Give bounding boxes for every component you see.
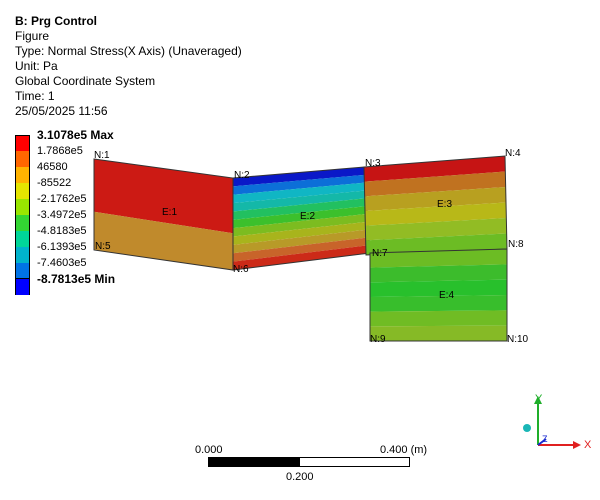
element-2-band	[233, 245, 370, 270]
legend-label: -7.4603e5	[37, 257, 87, 269]
legend-color-swatch	[15, 135, 30, 151]
element-3-band	[364, 156, 506, 182]
triad-y-label: Y	[535, 393, 543, 405]
legend-color-swatch	[15, 199, 30, 215]
info-line-figure: Figure	[15, 29, 50, 43]
z-axis-arrow	[537, 438, 547, 446]
info-line-date: 25/05/2025 11:56	[15, 104, 108, 118]
legend-label: -6.1393e5	[37, 241, 87, 253]
element-2-band	[233, 206, 368, 229]
element-4-band	[370, 310, 507, 327]
element-2-band	[233, 167, 365, 187]
axis-triad[interactable]: Y X Z	[505, 388, 595, 458]
element-3-band	[365, 202, 507, 226]
node-label: N:6	[233, 264, 249, 275]
element-4-band	[370, 249, 507, 268]
node-label: N:9	[370, 334, 386, 345]
element-4-band	[370, 295, 507, 312]
element-1-fill	[94, 211, 233, 270]
legend-label: 3.1078e5 Max	[37, 128, 114, 142]
scale-bar-black-segment	[208, 457, 301, 467]
element-2-band	[233, 229, 369, 254]
legend-color-swatch	[15, 231, 30, 247]
x-axis-arrowhead	[573, 441, 581, 449]
info-line-time: Time: 1	[15, 89, 55, 103]
element-2-band	[233, 182, 366, 204]
element-3-band	[364, 171, 506, 197]
legend-label: -3.4972e5	[37, 209, 87, 221]
legend-color-swatch	[15, 263, 30, 279]
node-label: N:10	[507, 334, 529, 345]
element-label: E:1	[162, 207, 177, 218]
element-4-band	[370, 264, 507, 283]
element-2-band	[233, 198, 367, 220]
scale-label-start: 0.000	[195, 444, 223, 456]
info-line-coordinate-system: Global Coordinate System	[15, 74, 156, 88]
element-label: E:2	[300, 211, 315, 222]
legend-label: 1.7868e5	[37, 145, 83, 157]
element-2-band	[233, 174, 366, 195]
node-label: N:2	[234, 170, 250, 181]
legend-color-swatch	[15, 247, 30, 263]
node-label: N:5	[95, 241, 111, 252]
node-label: N:3	[365, 158, 381, 169]
element-3-band	[365, 218, 507, 241]
info-line-unit: Unit: Pa	[15, 59, 58, 73]
scale-label-end: 0.400 (m)	[380, 444, 428, 456]
element-2-band	[233, 221, 369, 245]
node-label: N:1	[94, 150, 110, 161]
legend-color-swatch	[15, 215, 30, 231]
triad-x-label: X	[584, 439, 592, 451]
node-label: N:4	[505, 148, 521, 159]
legend-label: -8.7813e5 Min	[37, 272, 116, 286]
element-4-band	[370, 325, 507, 341]
scale-bar-white-segment	[299, 457, 410, 467]
legend-color-swatch	[15, 167, 30, 183]
element-2-band	[233, 190, 367, 212]
element-3-band	[364, 187, 506, 211]
legend-color-swatch	[15, 279, 30, 295]
y-axis-arrowhead	[534, 396, 542, 404]
scale-label-mid: 0.200	[286, 471, 314, 483]
legend-label: -2.1762e5	[37, 193, 87, 205]
view-orientation-ball	[523, 424, 531, 432]
legend-color-swatch	[15, 183, 30, 199]
triad-z-label: Z	[542, 434, 548, 444]
scale-bar: 0.000 0.400 (m) 0.200	[190, 440, 440, 490]
element-2-band	[233, 237, 370, 262]
element-label: E:3	[437, 199, 452, 210]
node-label: N:8	[508, 239, 524, 250]
info-line-type: Type: Normal Stress(X Axis) (Unaveraged)	[15, 44, 242, 58]
element-2-band	[233, 213, 368, 237]
result-title: B: Prg Control	[15, 14, 97, 28]
element-label: E:4	[439, 290, 454, 301]
element-4[interactable]	[369, 248, 508, 342]
legend-color-swatch	[15, 151, 30, 167]
result-info: B: Prg Control Figure Type: Normal Stres…	[15, 14, 242, 119]
legend-label: 46580	[37, 161, 68, 173]
element-4-band	[370, 279, 507, 297]
legend-label: -4.8183e5	[37, 225, 87, 237]
legend-label: -85522	[37, 177, 72, 189]
element-1-fill	[94, 159, 233, 234]
node-label: N:7	[372, 248, 388, 259]
